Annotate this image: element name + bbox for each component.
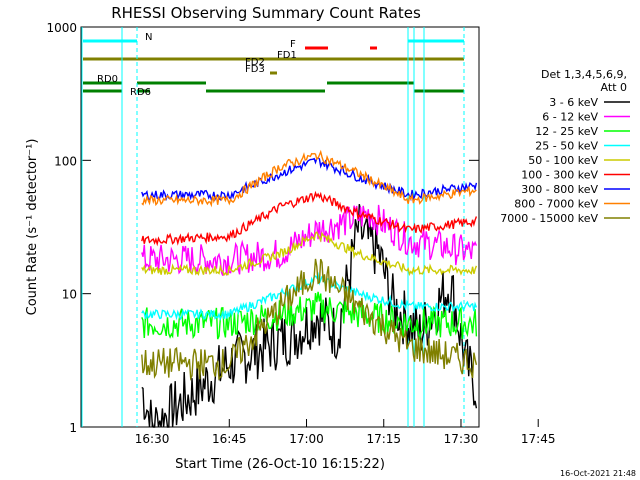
flag-label: N xyxy=(145,32,152,43)
series-lines xyxy=(141,149,478,428)
y-tick-label: 10 xyxy=(62,288,77,302)
series-line xyxy=(141,149,477,208)
legend-title-line1: Det 1,3,4,5,6,9, xyxy=(541,68,627,81)
x-tick-label: 17:45 xyxy=(521,432,556,446)
series-line xyxy=(141,271,478,322)
flag-label: RD6 xyxy=(130,87,151,98)
y-tick-label: 1 xyxy=(69,421,77,435)
legend-label: 100 - 300 keV xyxy=(521,169,598,182)
series-line xyxy=(141,258,478,382)
x-tick-label: 16:45 xyxy=(212,432,247,446)
series-line xyxy=(141,291,478,341)
flag-label: FD1 xyxy=(277,50,297,61)
legend-label: 50 - 100 keV xyxy=(528,154,598,167)
axis-ticks: 16:30 16:45 17:00 17:15 17:30 17:45 1 10 100 1000 xyxy=(46,21,555,446)
series-line xyxy=(141,190,478,247)
flag-label: RD0 xyxy=(97,74,118,85)
series-line xyxy=(141,230,478,277)
flag-label: FD2 xyxy=(245,57,265,68)
x-tick-label: 16:30 xyxy=(135,432,170,446)
x-tick-label: 17:15 xyxy=(366,432,401,446)
plot-frame xyxy=(80,26,480,428)
legend-label: 6 - 12 keV xyxy=(542,111,598,124)
legend-label: 300 - 800 keV xyxy=(521,183,598,196)
legend-label: 12 - 25 keV xyxy=(535,125,598,138)
legend-label: 3 - 6 keV xyxy=(549,96,598,109)
legend-label: 800 - 7000 keV xyxy=(514,198,598,211)
series-line xyxy=(141,156,478,202)
y-tick-label: 100 xyxy=(54,154,77,168)
x-tick-label: 17:00 xyxy=(289,432,324,446)
series-line xyxy=(141,204,478,276)
x-tick-label: 17:30 xyxy=(444,432,479,446)
y-tick-label: 1000 xyxy=(46,21,77,35)
series-line xyxy=(141,203,478,428)
legend-label: 25 - 50 keV xyxy=(535,140,598,153)
timestamp: 16-Oct-2021 21:48 xyxy=(560,469,636,478)
flag-label: FD3 xyxy=(245,64,265,75)
chart-title: RHESSI Observing Summary Count Rates xyxy=(111,4,421,22)
y-axis-label: Count Rate (s⁻¹ detector⁻¹) xyxy=(25,139,40,316)
legend-label: 7000 - 15000 keV xyxy=(500,212,598,225)
legend-title-line2: Att 0 xyxy=(601,81,627,94)
x-axis-label: Start Time (26-Oct-10 16:15:22) xyxy=(175,457,385,472)
flag-label: F xyxy=(290,39,296,50)
